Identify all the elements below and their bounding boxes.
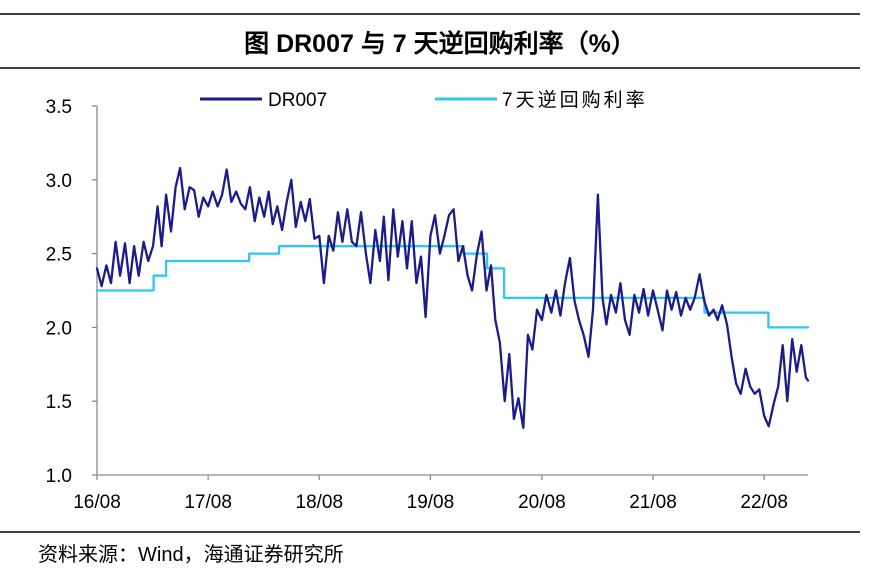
x-tick-label: 17/08 [184, 492, 232, 513]
x-tick-label: 21/08 [629, 492, 677, 513]
y-tick-label: 3.0 [46, 171, 72, 192]
plot-area: 3.5 3.0 2.5 2.0 1.5 1.016/08 17/08 18/08 19/08 20… [46, 97, 810, 513]
source-note: 资料来源：Wind，海通证券研究所 [38, 543, 344, 566]
x-tick-label: 22/08 [740, 492, 788, 513]
x-tick-label: 19/08 [407, 492, 455, 513]
legend-item-reverse-repo-rate: 7天逆回购利率 [435, 89, 648, 111]
y-tick-label: 1.0 [46, 466, 72, 487]
legend-label-reverse-repo-rate: 7天逆回购利率 [502, 89, 648, 111]
y-tick-label: 2.0 [46, 318, 72, 339]
y-tick-label: 2.5 [46, 245, 72, 266]
y-tick-label: 1.5 [46, 392, 72, 413]
legend-item-dr007: DR007 [200, 90, 327, 111]
series-line-dr007 [95, 166, 810, 429]
legend: DR007 7天逆回购利率 [200, 89, 648, 111]
y-tick-label: 3.5 [46, 97, 72, 118]
x-tick-label: 16/08 [73, 492, 121, 513]
x-tick-label: 18/08 [296, 492, 344, 513]
x-tick-label: 20/08 [518, 492, 566, 513]
series-layer [95, 166, 810, 429]
chart-title: 图 DR007 与 7 天逆回购利率（%） [244, 29, 636, 58]
legend-label-dr007: DR007 [268, 90, 327, 111]
axes: 3.5 3.0 2.5 2.0 1.5 1.016/08 17/08 18/08 19/08 20… [46, 97, 808, 513]
